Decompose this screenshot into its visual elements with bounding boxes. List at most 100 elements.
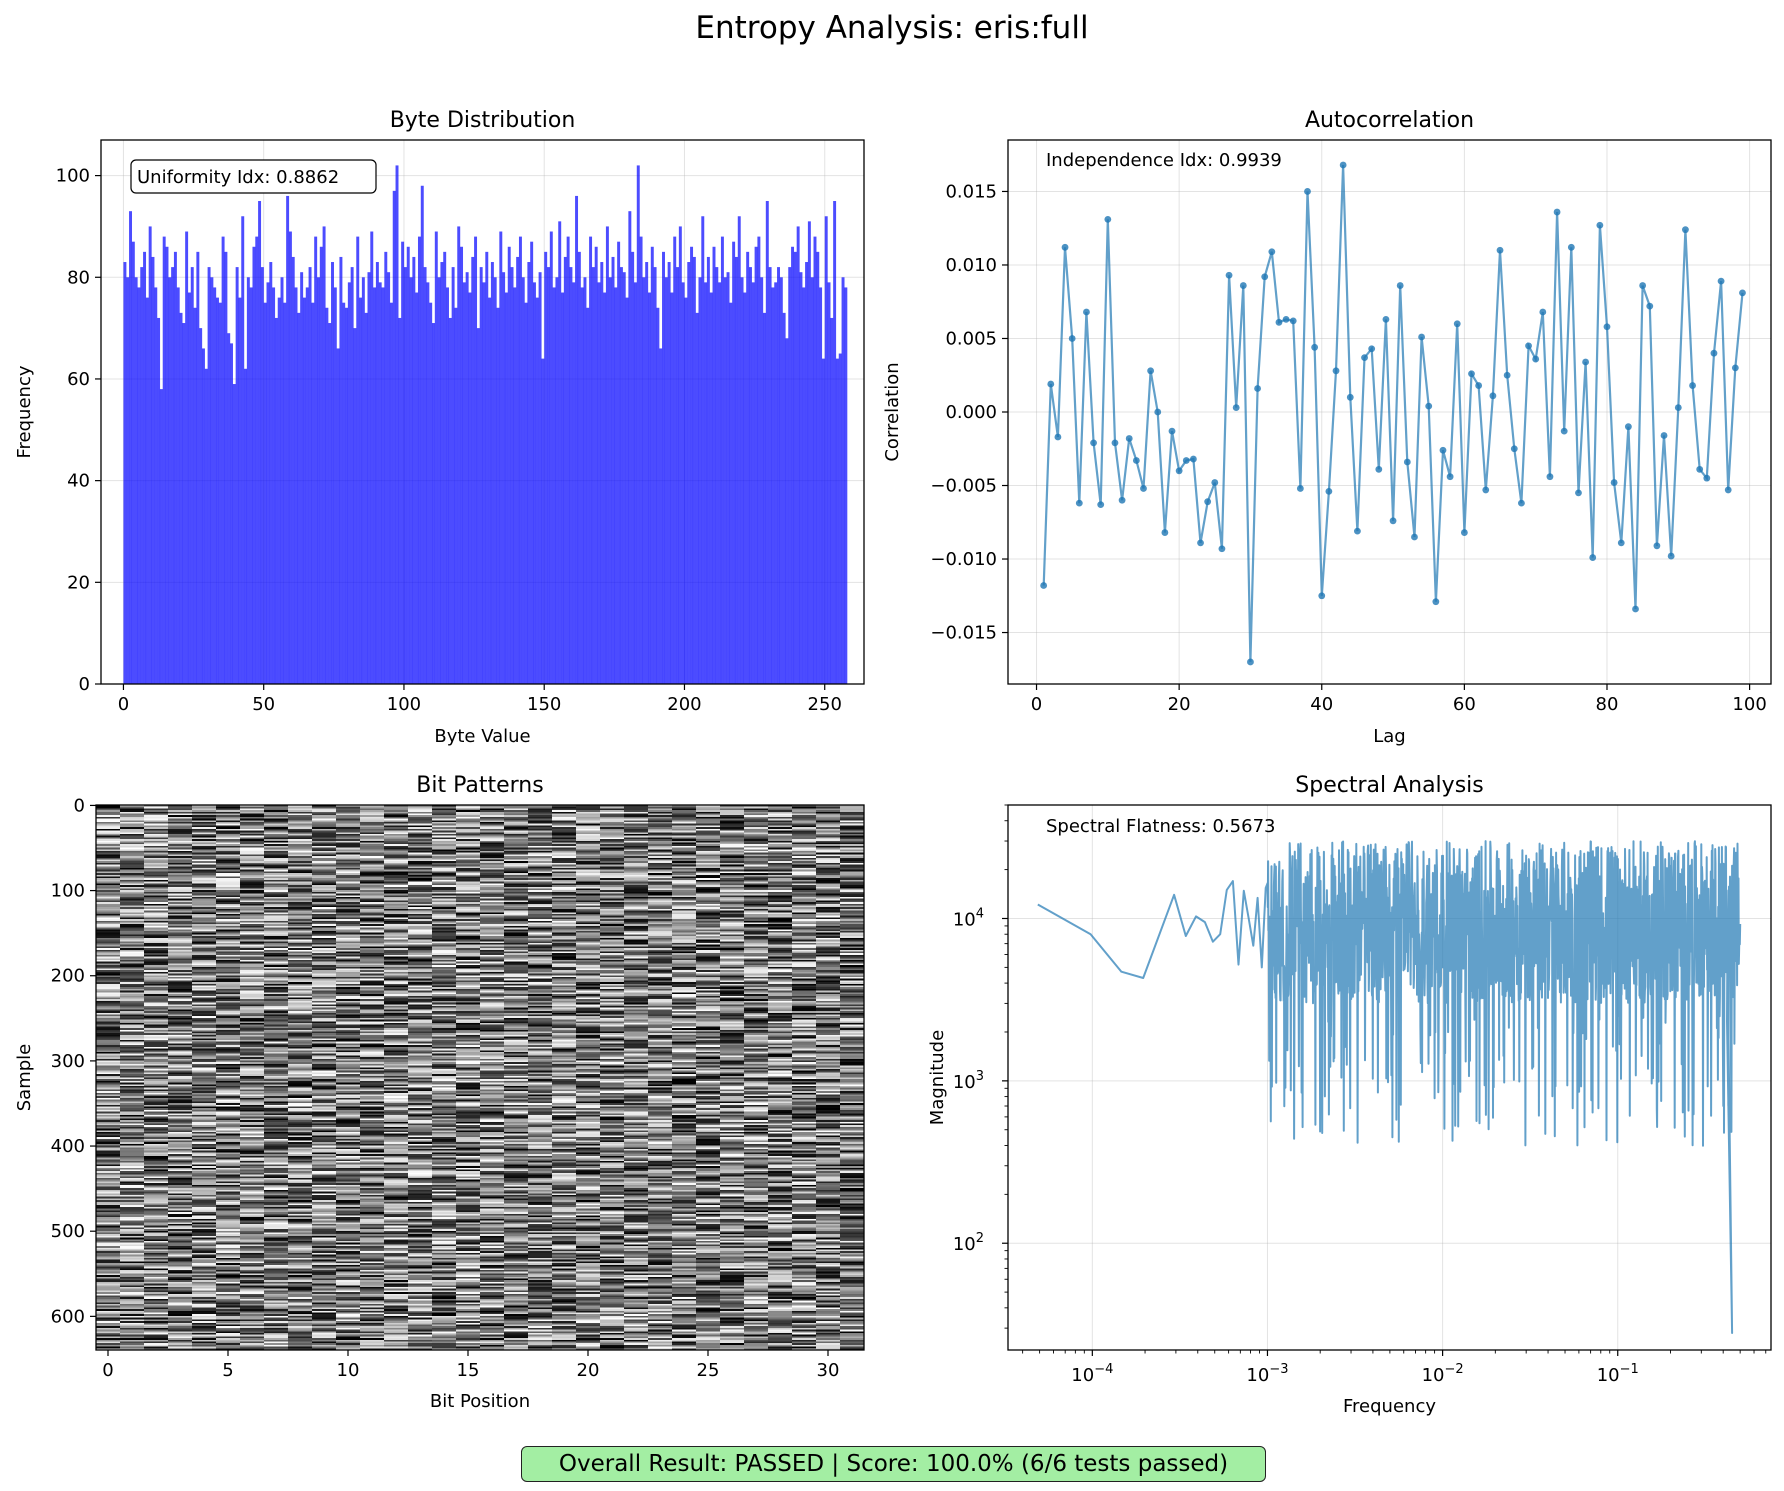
hist-bar <box>740 277 744 684</box>
hist-bar <box>538 272 542 684</box>
hist-bar <box>255 236 259 684</box>
autocorr-point <box>1147 367 1155 375</box>
hist-bar <box>549 231 553 684</box>
hist-bar <box>698 277 702 684</box>
hist-bar <box>586 307 590 684</box>
y-tick-label: 80 <box>67 267 90 288</box>
hist-bar <box>732 241 736 684</box>
hist-bar <box>154 287 158 684</box>
hist-bar <box>333 287 337 684</box>
hist-bar <box>342 302 346 684</box>
autocorr-point <box>1311 343 1319 351</box>
x-tick-label: 30 <box>817 1360 840 1381</box>
x-tick-label: 0 <box>102 1360 113 1381</box>
hist-bar <box>294 287 298 684</box>
axes-frame <box>95 804 865 1351</box>
y-tick-label: 0.005 <box>945 328 997 349</box>
hist-bar <box>216 297 219 684</box>
y-tick-label: 200 <box>51 966 85 987</box>
panel-byte-distribution: 0 50 100 150 200 250 0 20 40 60 80 100 Byte Distribu… <box>14 108 865 747</box>
autocorr-point <box>1510 445 1518 453</box>
autocorr-point <box>1589 554 1597 561</box>
hist-bar <box>734 256 738 684</box>
x-axis-label: Byte Value <box>434 726 530 747</box>
y-tick-label: 300 <box>51 1051 85 1072</box>
hist-bar <box>591 267 595 684</box>
hist-bar <box>597 282 601 684</box>
hist-bar <box>367 272 371 684</box>
hist-bar <box>561 292 564 684</box>
autocorr-point <box>1460 529 1468 536</box>
autocorr-point <box>1182 457 1190 464</box>
hist-bar <box>443 251 447 684</box>
hist-bar <box>488 297 492 684</box>
hist-bar <box>345 307 349 684</box>
autocorr-point <box>1532 355 1540 363</box>
hist-bar <box>662 251 665 684</box>
autocorr-point <box>1361 354 1368 361</box>
hist-bar <box>796 226 800 684</box>
autocorr-point <box>1211 479 1219 486</box>
hist-bar <box>821 358 825 684</box>
hist-bar <box>336 348 340 684</box>
hist-bar <box>751 282 755 684</box>
hist-bar <box>173 251 177 684</box>
hist-bar <box>126 277 130 684</box>
x-tick-label: 10−3 <box>1246 1362 1288 1386</box>
autocorr-point <box>1575 489 1582 497</box>
hist-bar <box>244 368 248 684</box>
autocorr-point <box>1318 592 1326 600</box>
hist-bar <box>378 282 382 684</box>
hist-bar <box>263 302 267 684</box>
x-axis-label: Lag <box>1373 726 1405 747</box>
hist-bar <box>370 231 374 684</box>
hist-bar <box>830 317 834 684</box>
autocorr-point <box>1175 467 1183 475</box>
y-tick-label: 102 <box>953 1231 984 1255</box>
autocorr-point <box>1489 392 1497 400</box>
y-tick-label: 60 <box>67 369 90 390</box>
uniformity-annotation: Uniformity Idx: 0.8862 <box>130 159 377 194</box>
hist-bar <box>288 231 292 684</box>
autocorr-point <box>1054 433 1062 441</box>
hist-bar <box>176 287 180 684</box>
autocorr-point <box>1603 323 1611 331</box>
spectral-flatness-annotation: Spectral Flatness: 0.5673 <box>1046 816 1275 837</box>
hist-bar <box>151 256 155 684</box>
autocorr-point <box>1083 308 1090 316</box>
autocorr-point <box>1097 501 1105 509</box>
hist-bar <box>302 297 306 684</box>
hist-bar <box>432 323 435 684</box>
autocorr-point <box>1239 282 1247 289</box>
y-axis-label: Magnitude <box>927 1030 948 1125</box>
x-tick-label: 60 <box>1453 694 1476 715</box>
hist-bar <box>221 236 225 684</box>
hist-bar <box>768 267 772 684</box>
autocorr-point <box>1674 404 1682 411</box>
y-tick-label: 103 <box>953 1069 984 1093</box>
hist-bar <box>541 358 545 684</box>
hist-bar <box>518 236 522 684</box>
hist-bar <box>718 282 722 684</box>
autocorr-point <box>1432 598 1440 606</box>
y-tick-label: 100 <box>56 166 90 187</box>
hist-bar <box>552 287 556 684</box>
autocorr-point <box>1582 358 1589 366</box>
autocorr-point <box>1682 226 1689 234</box>
x-tick-label: 40 <box>1310 694 1333 715</box>
autocorr-point <box>1375 465 1383 473</box>
y-axis-label: Sample <box>14 1044 35 1112</box>
hist-bar <box>185 231 189 684</box>
autocorr-point <box>1653 542 1661 550</box>
hist-bar <box>788 267 792 684</box>
annotation-text: Uniformity Idx: 0.8862 <box>137 167 339 188</box>
hist-bar <box>201 348 205 684</box>
autocorr-point <box>1161 529 1169 536</box>
subplot-title: Autocorrelation <box>1305 108 1474 133</box>
hist-bar <box>196 251 200 684</box>
hist-bar <box>325 307 329 684</box>
hist-bar <box>471 256 475 684</box>
hist-bar <box>746 251 750 684</box>
hist-bar <box>535 297 539 684</box>
x-tick-label: 150 <box>527 694 561 715</box>
